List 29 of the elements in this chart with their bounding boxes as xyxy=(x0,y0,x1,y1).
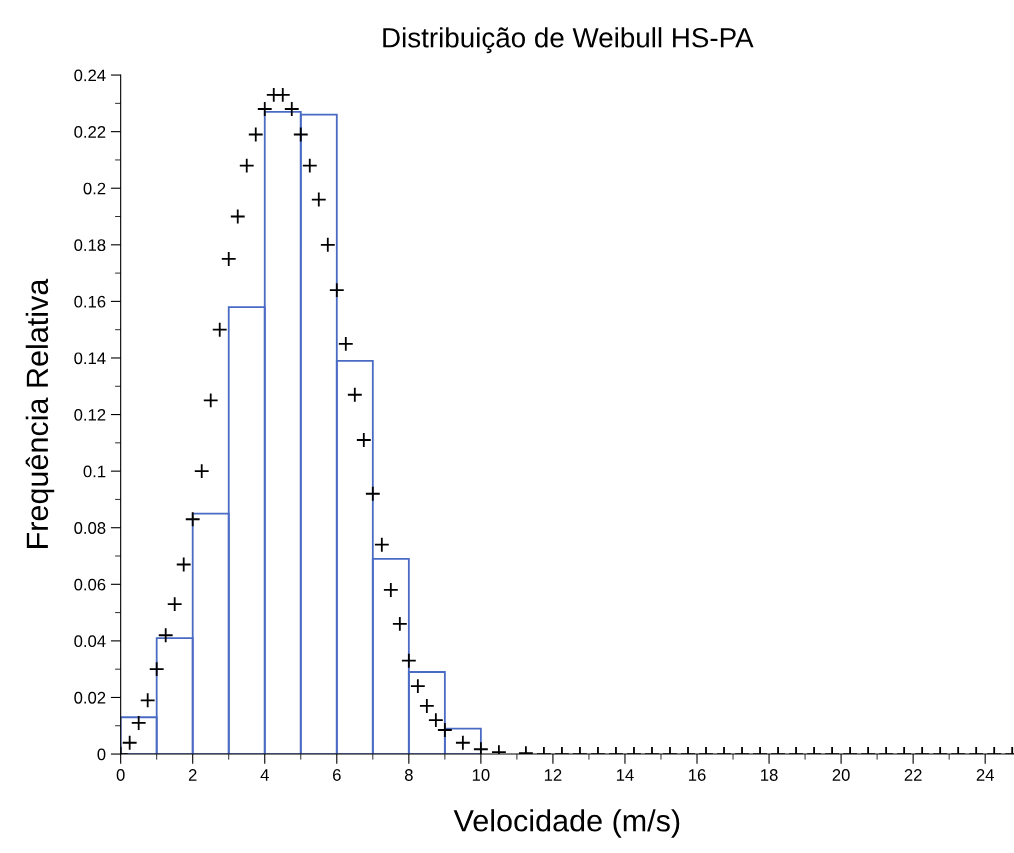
y-tick-label: 0.1 xyxy=(83,465,106,478)
y-tick-label: 0.08 xyxy=(74,522,106,534)
y-axis-title: Frequência Relativa xyxy=(25,278,55,548)
chart-title: Distribuição de Weibull HS-PA xyxy=(383,27,754,54)
x-tick-label: 14 xyxy=(616,769,634,781)
x-tick-label: 24 xyxy=(976,769,994,781)
x-tick-label: 18 xyxy=(761,769,778,781)
y-tick-label: 0.18 xyxy=(74,239,106,252)
x-tick-label: 10 xyxy=(472,769,490,781)
x-axis-title: Velocidade (m/s) xyxy=(453,809,680,838)
y-tick-label: 0.14 xyxy=(74,352,106,365)
x-tick-label: 4 xyxy=(260,769,269,781)
y-tick-label: 0.22 xyxy=(74,126,106,138)
x-tick-label: 6 xyxy=(333,769,341,781)
x-tick-label: 16 xyxy=(689,769,706,781)
y-tick-label: 0.16 xyxy=(74,295,106,308)
y-tick-label: 0.02 xyxy=(74,691,106,704)
y-tick-label: 0.12 xyxy=(74,408,106,421)
y-tick-label: 0.2 xyxy=(83,182,106,195)
x-tick-label: 20 xyxy=(832,769,850,781)
y-tick-label: 0.06 xyxy=(74,578,106,591)
x-tick-label: 0 xyxy=(116,769,125,781)
x-tick-label: 22 xyxy=(904,769,922,781)
x-tick-label: 12 xyxy=(544,769,562,781)
x-tick-label: 2 xyxy=(188,769,197,781)
y-tick-label: 0.04 xyxy=(74,635,106,648)
x-tick-label: 8 xyxy=(404,769,413,781)
y-tick-label: 0 xyxy=(97,748,106,761)
y-tick-label: 0.24 xyxy=(74,69,106,82)
